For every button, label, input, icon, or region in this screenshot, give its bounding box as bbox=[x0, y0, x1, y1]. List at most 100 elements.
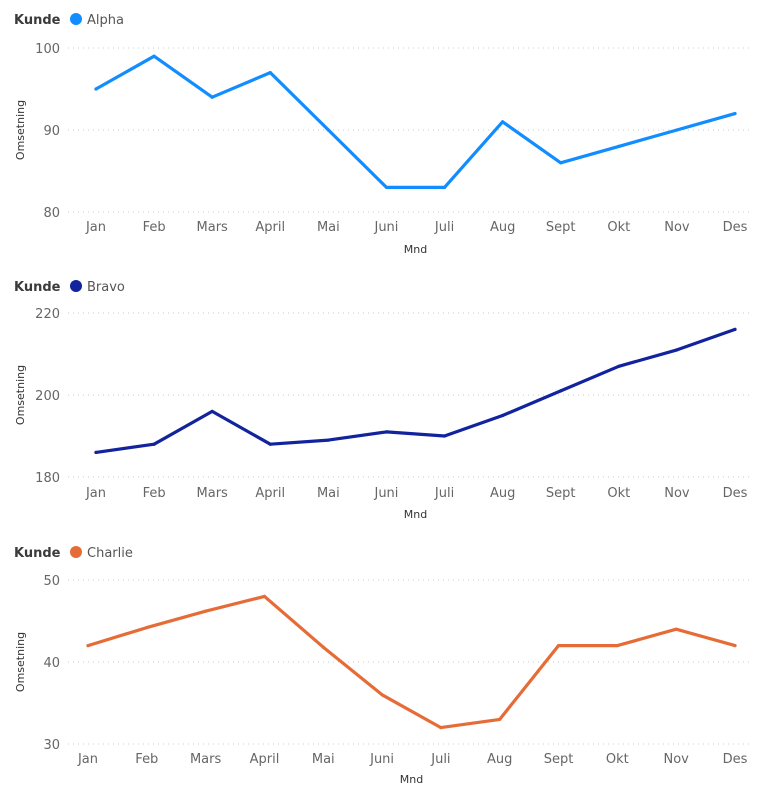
x-tick-label: Aug bbox=[490, 220, 515, 235]
x-tick-label: Okt bbox=[607, 220, 630, 235]
x-tick-label: Sept bbox=[546, 486, 576, 501]
legend-label: Alpha bbox=[87, 13, 124, 28]
x-tick-label: Juni bbox=[369, 752, 394, 767]
x-tick-label: Feb bbox=[143, 220, 166, 235]
data-point bbox=[733, 327, 737, 331]
x-tick-label: Aug bbox=[487, 752, 512, 767]
line-chart-charlie: Kunde Charlie 30 40 50 Omsetning Jan Feb Mars Apr… bbox=[14, 546, 752, 786]
data-point bbox=[442, 434, 447, 438]
x-axis-title: Mnd bbox=[400, 773, 423, 786]
data-point bbox=[152, 442, 156, 446]
x-tick-label: Mai bbox=[317, 486, 340, 501]
chart-panel-alpha: Kunde Alpha 80 90 100 Omsetning Jan Feb Mars Apri… bbox=[0, 0, 760, 266]
data-point bbox=[210, 95, 214, 99]
legend-marker bbox=[70, 13, 82, 25]
data-point bbox=[617, 364, 621, 368]
y-tick-label: 200 bbox=[35, 389, 60, 404]
y-axis-title: Omsetning bbox=[14, 365, 27, 425]
x-tick-label: Sept bbox=[546, 220, 576, 235]
x-tick-label: Feb bbox=[143, 486, 166, 501]
data-point bbox=[675, 348, 679, 352]
data-point bbox=[326, 128, 330, 132]
x-tick-label: April bbox=[255, 220, 285, 235]
data-point bbox=[384, 185, 389, 189]
legend-label: Charlie bbox=[87, 546, 133, 561]
data-point bbox=[86, 644, 90, 648]
y-tick-label: 50 bbox=[43, 574, 60, 589]
x-tick-label: Sept bbox=[544, 752, 574, 767]
legend-title: Kunde bbox=[14, 13, 61, 28]
data-point bbox=[733, 112, 737, 116]
data-point bbox=[442, 185, 447, 189]
data-point bbox=[326, 438, 330, 442]
legend-marker bbox=[70, 546, 82, 558]
x-tick-label: Mai bbox=[317, 220, 340, 235]
x-tick-label: Jan bbox=[85, 486, 106, 501]
x-axis-title: Mnd bbox=[404, 508, 427, 521]
data-point bbox=[733, 644, 737, 648]
data-point bbox=[268, 442, 272, 446]
legend-label: Bravo bbox=[87, 280, 125, 295]
x-tick-label: Des bbox=[723, 752, 748, 767]
x-tick-label: Nov bbox=[663, 752, 689, 767]
y-tick-label: 80 bbox=[43, 206, 60, 221]
x-tick-label: Okt bbox=[607, 486, 630, 501]
x-tick-label: Juli bbox=[430, 752, 450, 767]
data-point bbox=[262, 594, 267, 598]
chart-panel-bravo: Kunde Bravo 180 200 220 Omsetning Jan Feb Mars Ap… bbox=[0, 266, 760, 532]
x-tick-label: Nov bbox=[664, 486, 690, 501]
x-tick-label: Juni bbox=[373, 220, 398, 235]
legend-marker bbox=[70, 280, 82, 292]
data-point bbox=[559, 161, 563, 165]
x-tick-label: Mars bbox=[190, 752, 222, 767]
data-point bbox=[94, 87, 98, 91]
data-point bbox=[210, 409, 214, 413]
x-axis-title: Mnd bbox=[404, 243, 427, 256]
data-point bbox=[268, 71, 272, 75]
legend-title: Kunde bbox=[14, 280, 61, 295]
data-point bbox=[617, 144, 621, 148]
data-point bbox=[675, 128, 679, 132]
data-point bbox=[556, 644, 561, 648]
x-tick-label: Juni bbox=[373, 486, 398, 501]
data-point bbox=[559, 389, 563, 393]
x-tick-label: April bbox=[250, 752, 280, 767]
y-tick-label: 40 bbox=[43, 656, 60, 671]
x-tick-label: Juli bbox=[434, 220, 454, 235]
x-tick-label: Des bbox=[723, 486, 748, 501]
data-point bbox=[498, 717, 502, 721]
data-point bbox=[439, 726, 443, 730]
x-tick-label: April bbox=[255, 486, 285, 501]
chart-panel-charlie: Kunde Charlie 30 40 50 Omsetning Jan Feb Mars Apr… bbox=[0, 532, 760, 787]
y-tick-label: 220 bbox=[35, 307, 60, 322]
x-tick-label: Des bbox=[723, 220, 748, 235]
data-point bbox=[501, 413, 505, 418]
data-point bbox=[674, 627, 678, 631]
data-point bbox=[152, 54, 156, 58]
x-tick-label: Mars bbox=[197, 486, 229, 501]
line-chart-alpha: Kunde Alpha 80 90 100 Omsetning Jan Feb Mars Apri… bbox=[14, 13, 752, 256]
x-tick-label: Aug bbox=[490, 486, 515, 501]
data-point bbox=[204, 609, 208, 613]
x-tick-label: Okt bbox=[606, 752, 629, 767]
x-tick-label: Nov bbox=[664, 220, 690, 235]
x-tick-label: Mars bbox=[197, 220, 229, 235]
legend-title: Kunde bbox=[14, 546, 61, 561]
series-line-bravo bbox=[94, 327, 737, 454]
series-line-charlie bbox=[86, 594, 737, 730]
x-tick-label: Jan bbox=[85, 220, 106, 235]
data-point bbox=[145, 625, 149, 630]
y-tick-label: 100 bbox=[35, 42, 60, 57]
data-point bbox=[615, 644, 619, 648]
data-point bbox=[94, 450, 98, 454]
series-line-alpha bbox=[94, 54, 737, 189]
x-tick-label: Mai bbox=[312, 752, 335, 767]
y-tick-label: 180 bbox=[35, 471, 60, 486]
y-axis-title: Omsetning bbox=[14, 100, 27, 160]
x-tick-label: Jan bbox=[77, 752, 98, 767]
y-tick-label: 30 bbox=[43, 738, 60, 753]
y-axis-title: Omsetning bbox=[14, 632, 27, 692]
line-chart-bravo: Kunde Bravo 180 200 220 Omsetning Jan Feb Mars Ap… bbox=[14, 280, 752, 521]
data-point bbox=[384, 430, 389, 434]
data-point bbox=[501, 120, 505, 124]
